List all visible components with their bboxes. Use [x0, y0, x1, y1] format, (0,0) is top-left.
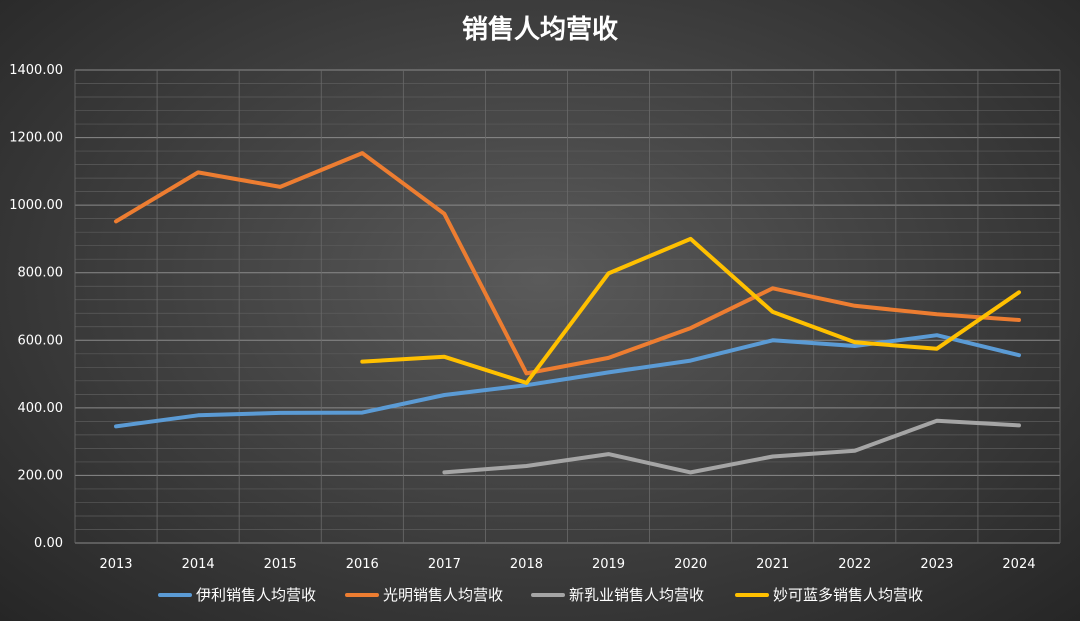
series-line-3 [442, 418, 1021, 475]
y-tick-label: 600.00 [18, 333, 64, 348]
x-tick-label: 2020 [674, 557, 707, 572]
x-tick-label: 2017 [428, 557, 461, 572]
x-tick-label: 2021 [756, 557, 789, 572]
series-line-2 [114, 151, 1021, 376]
y-tick-label: 1200.00 [9, 131, 63, 146]
legend-label: 妙可蓝多销售人均营收 [773, 586, 923, 604]
y-tick-label: 0.00 [34, 536, 63, 551]
x-tick-label: 2023 [920, 557, 953, 572]
chart-title: 销售人均营收 [462, 14, 618, 45]
x-tick-label: 2016 [346, 557, 379, 572]
x-tick-label: 2013 [99, 557, 132, 572]
y-axis-ticks: 0.00 200.00 400.00 600.00 800.00 1000.00 1200.… [9, 63, 63, 551]
x-axis-ticks: 2013 2014 2015 2016 2017 2018 2019 2020 2021 2022… [99, 557, 1035, 572]
y-tick-label: 200.00 [18, 468, 64, 483]
y-tick-label: 400.00 [18, 401, 64, 416]
legend: 伊利销售人均营收 光明销售人均营收 新乳业销售人均营收 妙可蓝多销售人均营收 [158, 586, 923, 604]
x-tick-label: 2014 [182, 557, 215, 572]
x-tick-label: 2018 [510, 557, 543, 572]
x-tick-label: 2024 [1002, 557, 1035, 572]
x-tick-label: 2022 [838, 557, 871, 572]
legend-label: 伊利销售人均营收 [196, 586, 316, 604]
y-tick-label: 1000.00 [9, 198, 63, 213]
chart-grid [74, 69, 1061, 544]
legend-label: 新乳业销售人均营收 [569, 586, 704, 604]
series-lines [114, 151, 1021, 475]
y-tick-label: 800.00 [18, 266, 64, 281]
x-tick-label: 2015 [264, 557, 297, 572]
series-line-4 [360, 236, 1021, 385]
x-tick-label: 2019 [592, 557, 625, 572]
y-tick-label: 1400.00 [9, 63, 63, 78]
legend-label: 光明销售人均营收 [383, 586, 503, 604]
